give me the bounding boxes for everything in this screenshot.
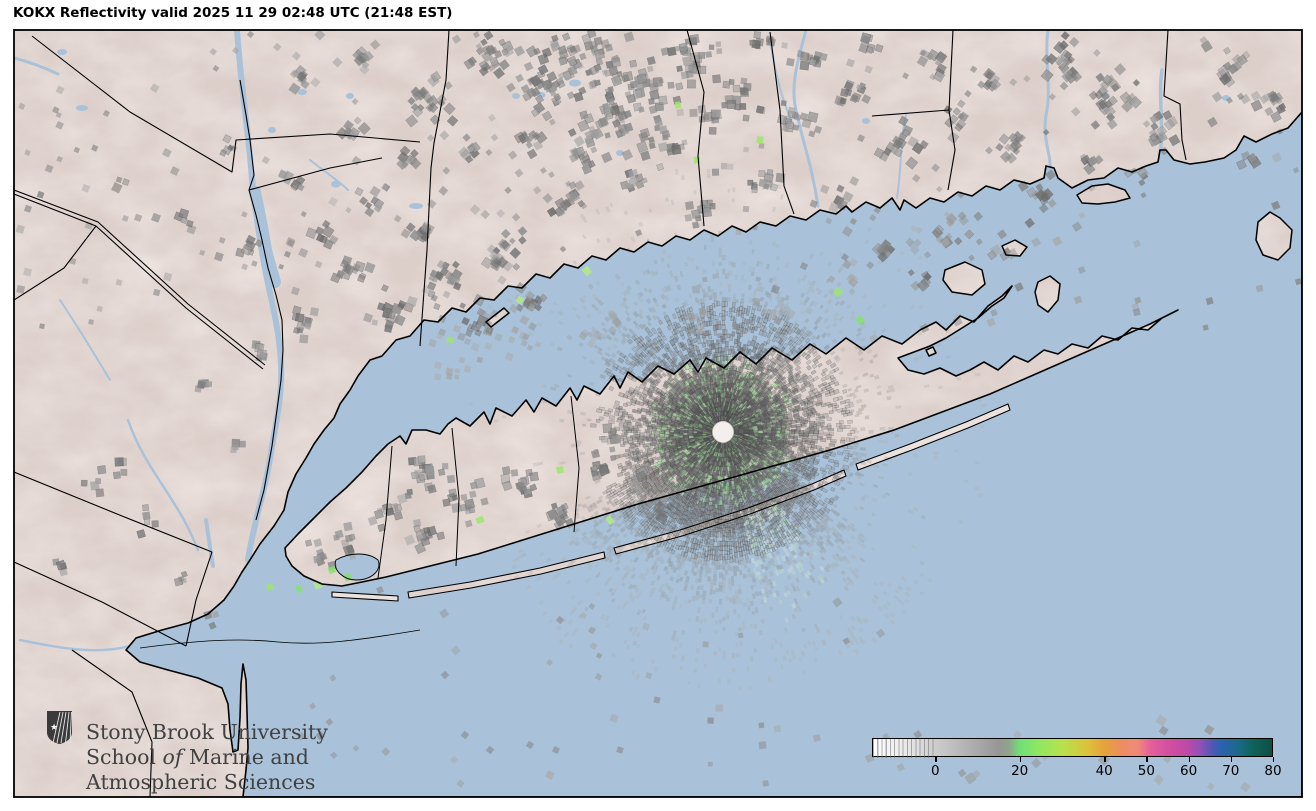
- reflectivity-colorbar: 0 20 40 50 60 70 80: [872, 738, 1282, 784]
- colorbar-tick-label: 40: [1095, 763, 1113, 779]
- institution-logo: ★ Stony Brook University School of Marin…: [46, 710, 328, 795]
- colorbar-tick: [1146, 757, 1148, 762]
- colorbar-tick: [935, 757, 937, 762]
- colorbar-tick: [1019, 757, 1022, 762]
- colorbar-low-end-stripes: [873, 739, 937, 758]
- colorbar-gradient: [872, 738, 1273, 758]
- colorbar-tick: [1230, 757, 1233, 762]
- colorbar-tick-label: 0: [931, 763, 940, 779]
- colorbar-tick-label: 50: [1137, 763, 1155, 779]
- figure-title: KOKX Reflectivity valid 2025 11 29 02:48…: [13, 5, 453, 21]
- radar-site-hole: [712, 421, 734, 443]
- map-frame: [13, 29, 1303, 798]
- colorbar-tick: [1188, 757, 1190, 762]
- shield-star-icon: ★: [50, 723, 58, 733]
- reflectivity-cells-layer: [15, 30, 1302, 793]
- logo-line-3: Atmospheric Sciences: [86, 770, 316, 794]
- colorbar-tick: [1273, 757, 1275, 762]
- logo-text: Stony Brook University School of Marine …: [86, 710, 328, 795]
- colorbar-tick-label: 80: [1264, 763, 1282, 779]
- colorbar-tick: [1104, 757, 1106, 762]
- logo-line-2: School of Marine and: [86, 745, 309, 769]
- logo-line-1: Stony Brook University: [86, 720, 328, 744]
- stony-brook-shield-icon: ★: [47, 711, 72, 744]
- colorbar-tick-label: 20: [1011, 763, 1029, 779]
- county-borders: [14, 30, 1187, 797]
- colorbar-tick-label: 60: [1180, 763, 1198, 779]
- map-lines: [14, 30, 1302, 797]
- colorbar-tick-label: 70: [1222, 763, 1240, 779]
